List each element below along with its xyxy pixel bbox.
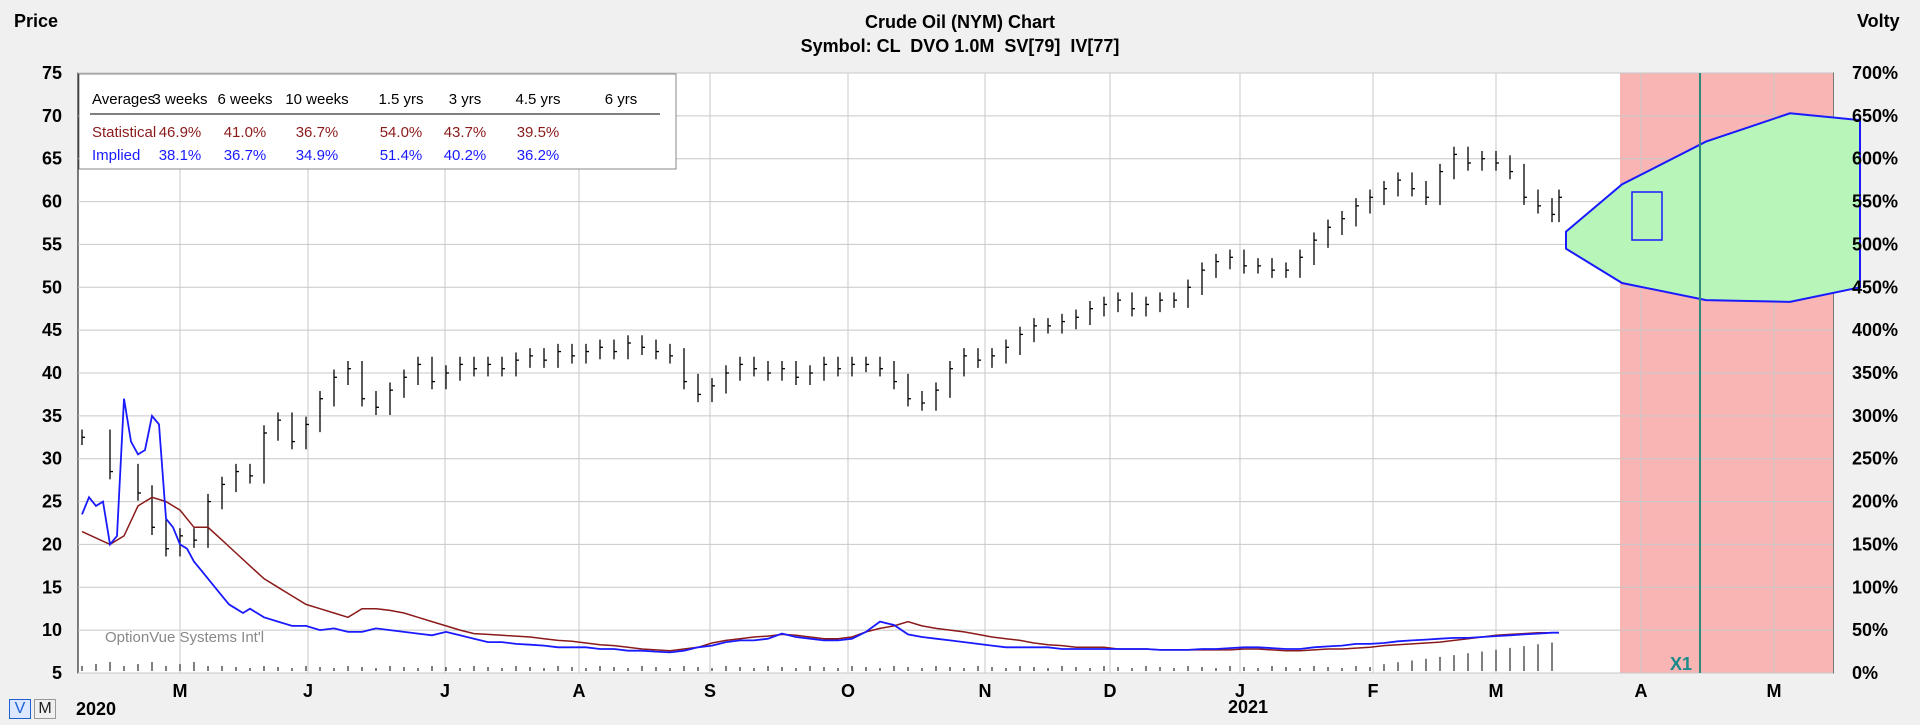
implied-volatility-line <box>81 398 1559 654</box>
x-tick-label: J <box>440 681 450 701</box>
x-tick-label: S <box>704 681 716 701</box>
table-header-cell: Averages <box>92 91 155 108</box>
view-mode-m-button[interactable]: M <box>34 699 56 719</box>
table-body: Statistical 46.9% 41.0% 36.7% 54.0% 43.7% 39.5… <box>92 124 559 164</box>
y-right-tick-label: 550% <box>1852 192 1898 212</box>
y-left-tick-label: 35 <box>42 406 62 426</box>
y-right-axis: 700% 650% 600% 550% 500% 450% 400% 350% 300% 250%… <box>1852 63 1898 683</box>
year-label-2020: 2020 <box>76 699 117 719</box>
table-cell: 43.7% <box>444 124 487 141</box>
y-right-tick-label: 300% <box>1852 406 1898 426</box>
y-right-tick-label: 400% <box>1852 320 1898 340</box>
y-left-tick-label: 10 <box>42 620 62 640</box>
chart-title: Crude Oil (NYM) Chart <box>865 12 1055 32</box>
forecast-cone <box>1565 112 1861 303</box>
table-cell: 36.7% <box>224 147 267 164</box>
y-left-tick-label: 70 <box>42 106 62 126</box>
table-header-cell: 10 weeks <box>285 91 348 108</box>
x-tick-label: D <box>1104 681 1117 701</box>
statistical-volatility-line <box>81 496 1559 652</box>
table-cell: 40.2% <box>444 147 487 164</box>
table-cell: 36.2% <box>517 147 560 164</box>
x1-label: X1 <box>1670 654 1692 674</box>
table-header-cell: 1.5 yrs <box>378 91 423 108</box>
y-right-tick-label: 50% <box>1852 620 1888 640</box>
x-tick-label: N <box>979 681 992 701</box>
y-right-tick-label: 500% <box>1852 234 1898 254</box>
table-header-cell: 6 yrs <box>605 91 638 108</box>
price-axis-title: Price <box>14 11 58 31</box>
y-left-tick-label: 65 <box>42 149 62 169</box>
y-right-tick-label: 200% <box>1852 492 1898 512</box>
volty-axis-title: Volty <box>1857 11 1900 31</box>
y-right-tick-label: 650% <box>1852 106 1898 126</box>
y-left-tick-label: 5 <box>52 663 62 683</box>
chart-subtitle: Symbol: CL DVO 1.0M SV[79] IV[77] <box>801 36 1120 56</box>
y-left-tick-label: 15 <box>42 577 62 597</box>
table-row-label: Statistical <box>92 124 156 141</box>
table-header-cell: 3 yrs <box>449 91 482 108</box>
view-mode-v-button[interactable]: V <box>9 699 31 719</box>
table-cell: 38.1% <box>159 147 202 164</box>
table-header-cell: 4.5 yrs <box>515 91 560 108</box>
x-tick-label: O <box>841 681 855 701</box>
table-cell: 54.0% <box>380 124 423 141</box>
price-series <box>81 146 1562 557</box>
x-tick-label: M <box>1489 681 1504 701</box>
y-left-tick-label: 25 <box>42 492 62 512</box>
forecast-box <box>1631 191 1663 241</box>
x-tick-label: M <box>1767 681 1782 701</box>
x-tick-label: M <box>173 681 188 701</box>
y-left-axis: 75 70 65 60 55 50 45 40 35 30 25 20 15 10 5 <box>42 63 62 683</box>
table-header-cell: 6 weeks <box>217 91 272 108</box>
x-tick-label: A <box>1635 681 1648 701</box>
y-right-tick-label: 250% <box>1852 449 1898 469</box>
y-left-tick-label: 30 <box>42 449 62 469</box>
x-tick-label: A <box>573 681 586 701</box>
table-cell: 39.5% <box>517 124 560 141</box>
y-right-tick-label: 0% <box>1852 663 1878 683</box>
watermark: OptionVue Systems Int'l <box>105 629 264 646</box>
y-left-tick-label: 55 <box>42 234 62 254</box>
table-cell: 36.7% <box>296 124 339 141</box>
table-cell: 51.4% <box>380 147 423 164</box>
y-right-tick-label: 100% <box>1852 577 1898 597</box>
table-cell: 41.0% <box>224 124 267 141</box>
y-right-tick-label: 450% <box>1852 277 1898 297</box>
y-left-tick-label: 45 <box>42 320 62 340</box>
y-left-tick-label: 40 <box>42 363 62 383</box>
x-tick-label: J <box>303 681 313 701</box>
table-row-label: Implied <box>92 147 140 164</box>
y-right-tick-label: 350% <box>1852 363 1898 383</box>
table-cell: 46.9% <box>159 124 202 141</box>
grid <box>78 72 1833 674</box>
y-left-tick-label: 60 <box>42 192 62 212</box>
y-left-tick-label: 75 <box>42 63 62 83</box>
y-left-tick-label: 20 <box>42 534 62 554</box>
table-cell: 34.9% <box>296 147 339 164</box>
x-tick-label: F <box>1368 681 1379 701</box>
x-tick-label: J <box>1235 681 1245 701</box>
y-right-tick-label: 150% <box>1852 534 1898 554</box>
table-header-cell: 3 weeks <box>152 91 207 108</box>
y-left-tick-label: 50 <box>42 277 62 297</box>
year-label-2021: 2021 <box>1228 697 1269 717</box>
y-right-tick-label: 600% <box>1852 149 1898 169</box>
y-right-tick-label: 700% <box>1852 63 1898 83</box>
volume-bars <box>81 642 1553 671</box>
